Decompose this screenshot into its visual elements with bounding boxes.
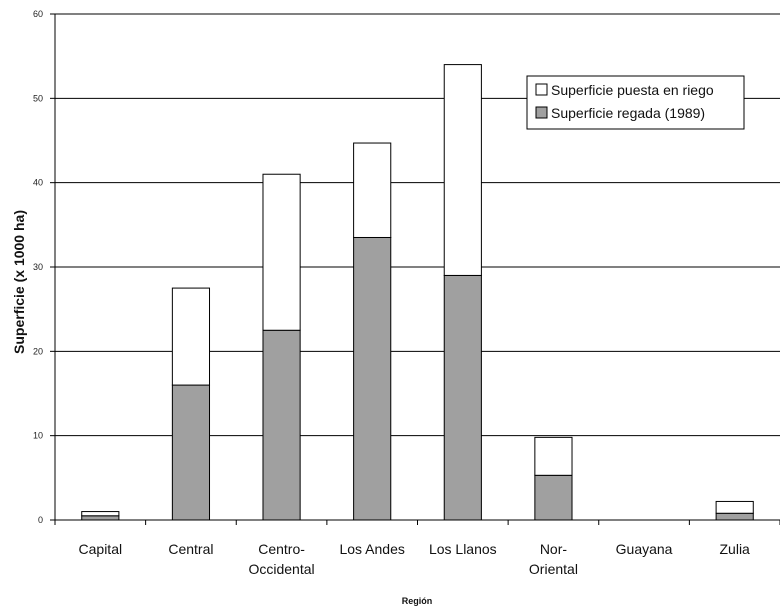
- y-tick-label: 30: [33, 262, 43, 272]
- y-tick-label: 40: [33, 178, 43, 188]
- bar-segment-puesta-en-riego: [172, 288, 209, 385]
- bar-segment-puesta-en-riego: [82, 512, 119, 516]
- bar-segment-regada: [82, 516, 119, 520]
- bar-segment-puesta-en-riego: [535, 437, 572, 475]
- x-axis-title: Región: [402, 596, 433, 606]
- bar-segment-regada: [444, 275, 481, 520]
- x-tick-label: Los Andes: [339, 541, 404, 557]
- y-tick-label: 60: [33, 9, 43, 19]
- legend-swatch: [536, 107, 547, 118]
- bar-segment-puesta-en-riego: [263, 174, 300, 330]
- x-tick-label: Centro-Occidental: [248, 541, 314, 577]
- legend-swatch: [536, 84, 547, 95]
- x-tick-label: Capital: [79, 541, 123, 557]
- legend-label: Superficie regada (1989): [551, 105, 705, 121]
- y-tick-label: 50: [33, 93, 43, 103]
- x-tick-label: Guayana: [616, 541, 673, 557]
- y-tick-label: 20: [33, 346, 43, 356]
- bar-segment-regada: [263, 330, 300, 520]
- x-tick-label: Central: [168, 541, 213, 557]
- y-tick-label: 10: [33, 431, 43, 441]
- y-axis-title: Superficie (x 1000 ha): [11, 210, 27, 354]
- bar-segment-puesta-en-riego: [716, 501, 753, 513]
- bar-segment-puesta-en-riego: [444, 65, 481, 276]
- bar-segment-regada: [535, 475, 572, 520]
- x-tick-label: Nor-Oriental: [529, 541, 578, 577]
- bar-segment-regada: [354, 237, 391, 520]
- bar-segment-regada: [716, 513, 753, 520]
- bar-segment-puesta-en-riego: [354, 143, 391, 237]
- x-tick-label: Los Llanos: [429, 541, 497, 557]
- legend-label: Superficie puesta en riego: [551, 82, 714, 98]
- y-tick-label: 0: [38, 515, 43, 525]
- x-tick-label: Zulia: [720, 541, 751, 557]
- bars: [82, 65, 754, 520]
- legend: Superficie puesta en riego Superficie reg…: [527, 76, 744, 129]
- bar-segment-regada: [172, 385, 209, 520]
